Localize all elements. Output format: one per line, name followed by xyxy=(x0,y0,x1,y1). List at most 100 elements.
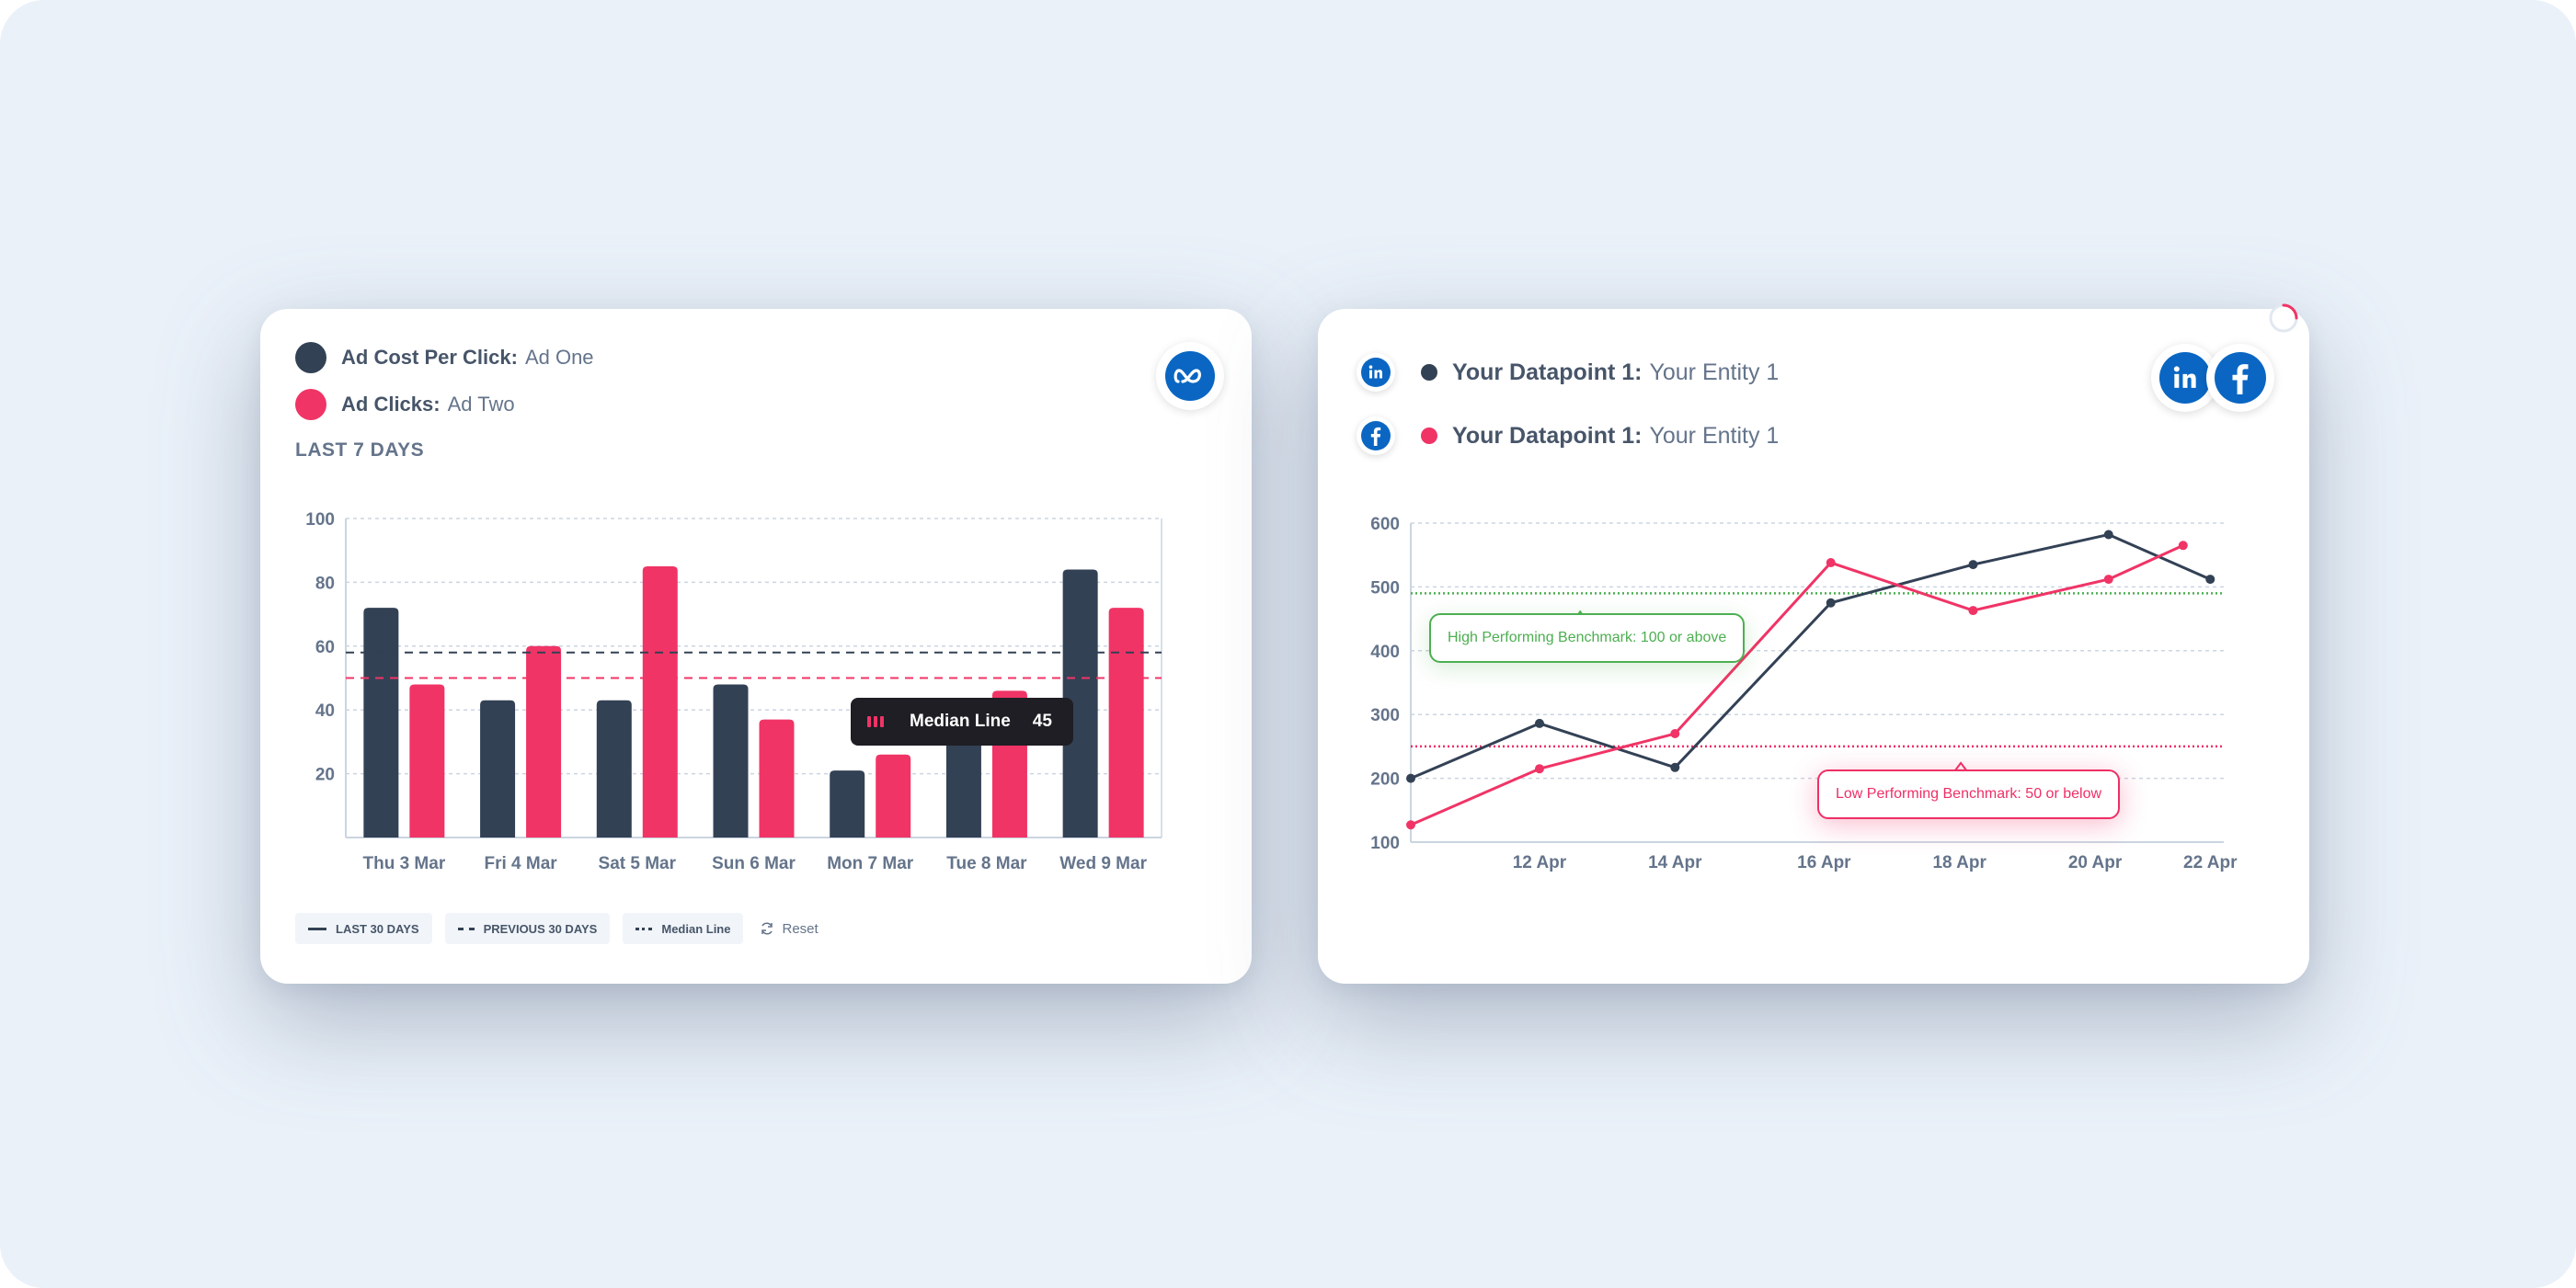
low-benchmark-label: Low Performing Benchmark: 50 or below xyxy=(1817,769,2121,819)
period-label: LAST 7 DAYS xyxy=(295,439,425,461)
bar xyxy=(830,770,865,838)
chip-previous-30-days[interactable]: PREVIOUS 30 DAYS xyxy=(444,913,611,944)
reset-button[interactable]: Reset xyxy=(760,920,819,937)
facebook-icon xyxy=(1357,416,1395,455)
meta-badge xyxy=(1156,342,1224,410)
data-point xyxy=(2178,541,2188,551)
legend-label: Your Datapoint 1: xyxy=(1452,422,1643,449)
bar xyxy=(409,684,445,838)
median-tooltip-icon xyxy=(867,716,884,727)
bar xyxy=(480,700,516,838)
data-point xyxy=(1968,560,1978,570)
legend-dot xyxy=(295,389,326,420)
y-tick-label: 40 xyxy=(315,701,335,721)
solid-line-icon xyxy=(308,927,326,930)
y-tick-label: 80 xyxy=(315,574,335,593)
x-tick-label: 20 Apr xyxy=(2068,853,2123,872)
data-point xyxy=(1968,606,1978,616)
legend-item-ad-cost[interactable]: Ad Cost Per Click: Ad One xyxy=(295,342,594,373)
x-tick-label: Mon 7 Mar xyxy=(827,854,914,873)
data-point xyxy=(1406,820,1415,830)
x-tick-label: Fri 4 Mar xyxy=(484,854,557,873)
data-point xyxy=(1826,558,1836,568)
legend-value: Your Entity 1 xyxy=(1649,422,1780,449)
bar xyxy=(642,566,678,838)
facebook-badge xyxy=(2206,344,2274,412)
legend-item-linkedin[interactable]: Your Datapoint 1: Your Entity 1 xyxy=(1357,353,1779,392)
y-tick-label: 600 xyxy=(1370,515,1400,534)
data-point xyxy=(1406,773,1415,783)
legend-item-facebook[interactable]: Your Datapoint 1: Your Entity 1 xyxy=(1357,416,1779,455)
bar xyxy=(1062,569,1098,838)
data-point xyxy=(1534,718,1544,728)
tooltip-label: Median Line xyxy=(910,712,1011,731)
reset-label: Reset xyxy=(782,920,819,937)
refresh-icon xyxy=(761,922,773,935)
bar-chart: 20 40 60 80 100 Thu 3 Mar Fri 4 Mar Sat 5 Mar Su… xyxy=(305,510,1162,873)
high-benchmark-label: High Performing Benchmark: 100 or above xyxy=(1429,613,1746,663)
x-tick-label: 22 Apr xyxy=(2183,853,2238,872)
chip-label: Median Line xyxy=(661,921,731,936)
data-point xyxy=(2205,575,2215,585)
bar xyxy=(876,754,911,838)
median-tooltip: Median Line 45 xyxy=(851,698,1073,746)
data-point xyxy=(2103,575,2113,585)
data-point xyxy=(2103,530,2113,540)
bar-chart-card: Ad Cost Per Click: Ad One Ad Clicks: Ad … xyxy=(260,309,1252,984)
platform-badges xyxy=(2151,344,2274,412)
dotted-line-icon xyxy=(635,927,653,930)
legend-value: Ad Two xyxy=(447,393,515,416)
legend-dot xyxy=(1421,427,1437,444)
bar xyxy=(526,645,562,838)
legend-dot xyxy=(1421,364,1437,381)
linkedin-icon xyxy=(2159,352,2211,404)
bar xyxy=(713,684,749,838)
legend-label: Your Datapoint 1: xyxy=(1452,359,1643,385)
loading-ring-icon xyxy=(2269,303,2298,333)
x-tick-label: 12 Apr xyxy=(1513,853,1567,872)
legend-label: Ad Cost Per Click: xyxy=(341,346,518,369)
facebook-icon xyxy=(2215,352,2266,404)
legend-label: Ad Clicks: xyxy=(341,393,441,416)
bar xyxy=(759,719,795,838)
x-tick-label: Wed 9 Mar xyxy=(1059,854,1147,873)
x-tick-label: Sun 6 Mar xyxy=(712,854,796,873)
x-tick-label: Tue 8 Mar xyxy=(946,854,1027,873)
dashed-line-icon xyxy=(457,927,475,930)
bar xyxy=(945,716,981,838)
y-tick-label: 400 xyxy=(1370,643,1400,662)
data-point xyxy=(1826,598,1836,608)
tooltip-value: 45 xyxy=(1032,712,1052,731)
y-tick-label: 60 xyxy=(315,638,335,657)
y-tick-label: 100 xyxy=(305,510,335,530)
bar xyxy=(363,608,399,838)
legend-value: Ad One xyxy=(524,346,594,369)
line-chart: 100 200 300 400 500 600 12 Apr 14 Apr 16 Apr 18 A… xyxy=(1370,515,2238,872)
y-tick-label: 100 xyxy=(1370,834,1400,853)
meta-icon xyxy=(1165,351,1215,401)
bar xyxy=(1108,608,1144,838)
y-tick-label: 300 xyxy=(1370,706,1400,725)
x-tick-label: 16 Apr xyxy=(1797,853,1851,872)
x-tick-label: Thu 3 Mar xyxy=(362,854,445,873)
chip-last-30-days[interactable]: LAST 30 DAYS xyxy=(295,913,432,944)
legend-dot xyxy=(295,342,326,373)
chip-median-line[interactable]: Median Line xyxy=(623,913,744,944)
y-tick-label: 500 xyxy=(1370,578,1400,598)
bar xyxy=(596,700,632,838)
line-chart-card: Your Datapoint 1: Your Entity 1 Your Dat… xyxy=(1318,303,2309,984)
chip-label: LAST 30 DAYS xyxy=(336,921,419,936)
chart-controls: LAST 30 DAYS PREVIOUS 30 DAYS Median Lin… xyxy=(295,913,819,944)
x-tick-label: Sat 5 Mar xyxy=(599,854,677,873)
x-tick-label: 14 Apr xyxy=(1648,853,1702,872)
y-tick-label: 20 xyxy=(315,766,335,785)
legend-value: Your Entity 1 xyxy=(1649,359,1780,385)
x-tick-label: 18 Apr xyxy=(1932,853,1986,872)
y-tick-label: 200 xyxy=(1370,770,1400,790)
legend-item-ad-clicks[interactable]: Ad Clicks: Ad Two xyxy=(295,389,515,420)
data-point xyxy=(1670,729,1680,739)
data-point xyxy=(1670,762,1680,772)
linkedin-icon xyxy=(1357,353,1395,392)
chip-label: PREVIOUS 30 DAYS xyxy=(483,921,598,936)
